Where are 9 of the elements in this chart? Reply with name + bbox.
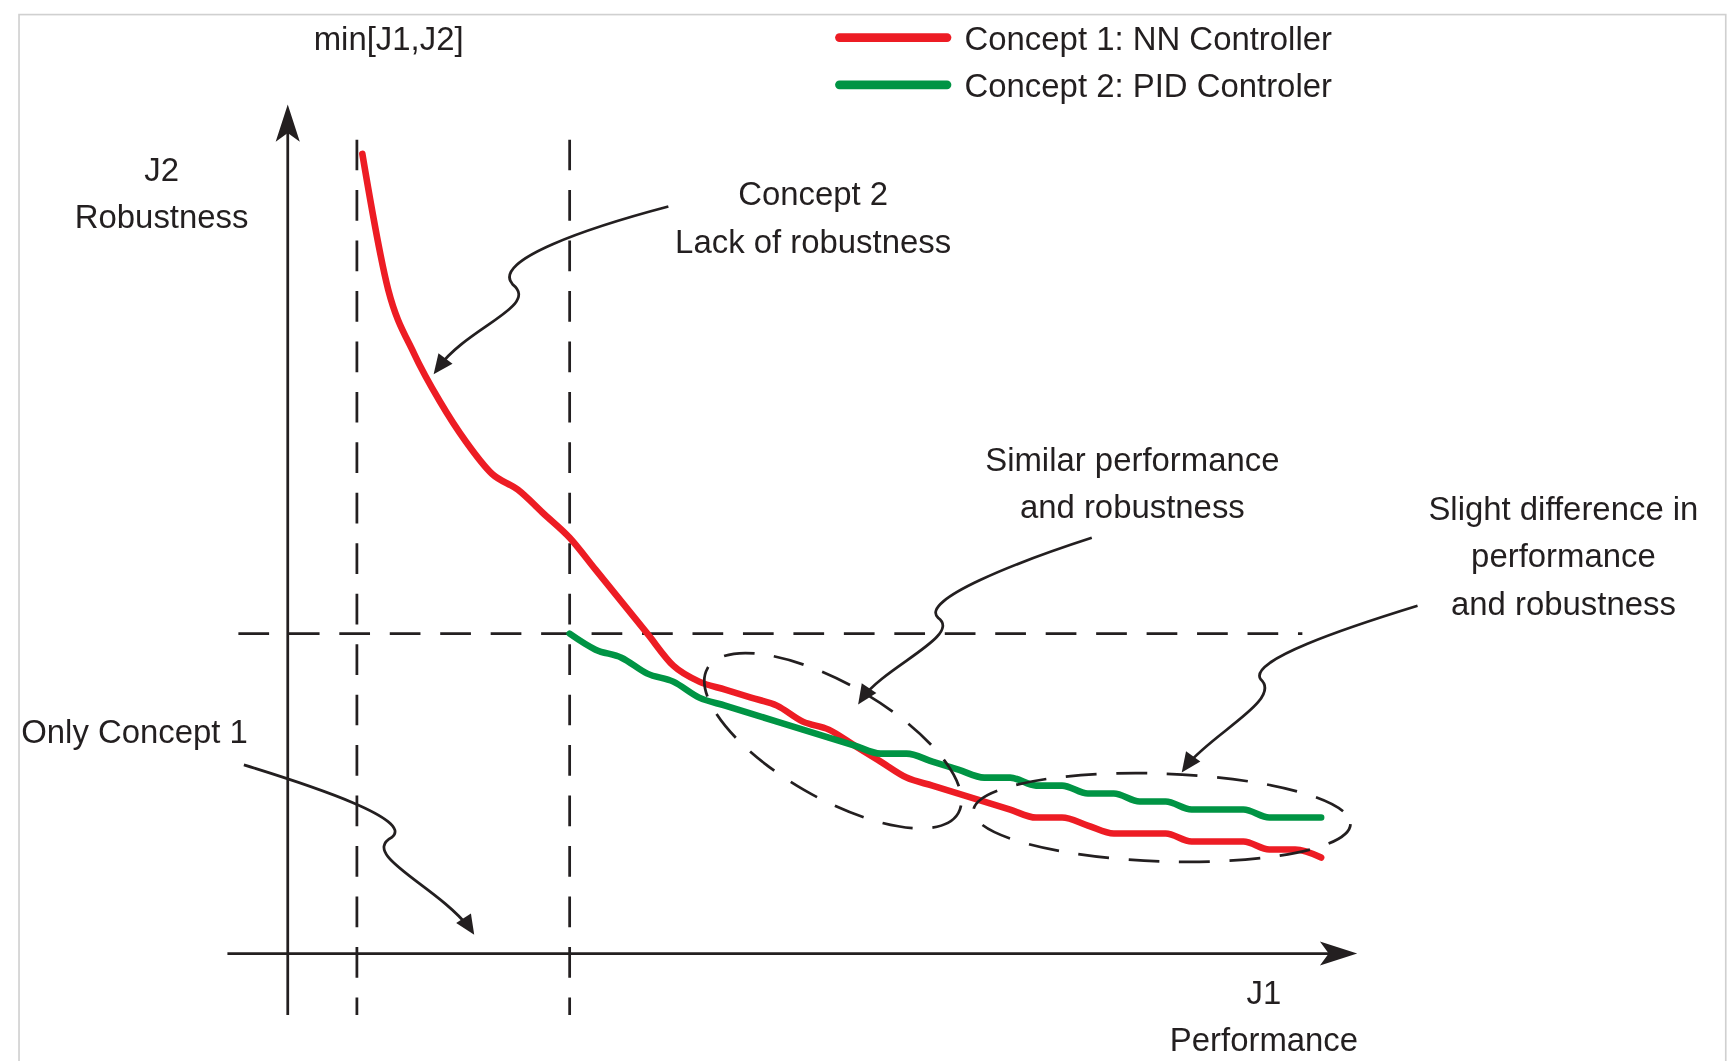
legend-label: Concept 2: PID Controler [964,66,1333,104]
y-axis-title: J2 Robustness [74,151,249,236]
text: Only Concept 1 [21,712,248,750]
text: Slight difference in performance and robustness [1428,490,1699,622]
text: min[J1,J2] [313,19,464,57]
annotation: Concept 2 Lack of robustness [675,175,952,260]
x-axis-title: J1 Performance [1169,973,1359,1059]
legend-label: Concept 1: NN Controller [964,19,1333,57]
annotation: Similar performance and robustness [985,440,1280,526]
